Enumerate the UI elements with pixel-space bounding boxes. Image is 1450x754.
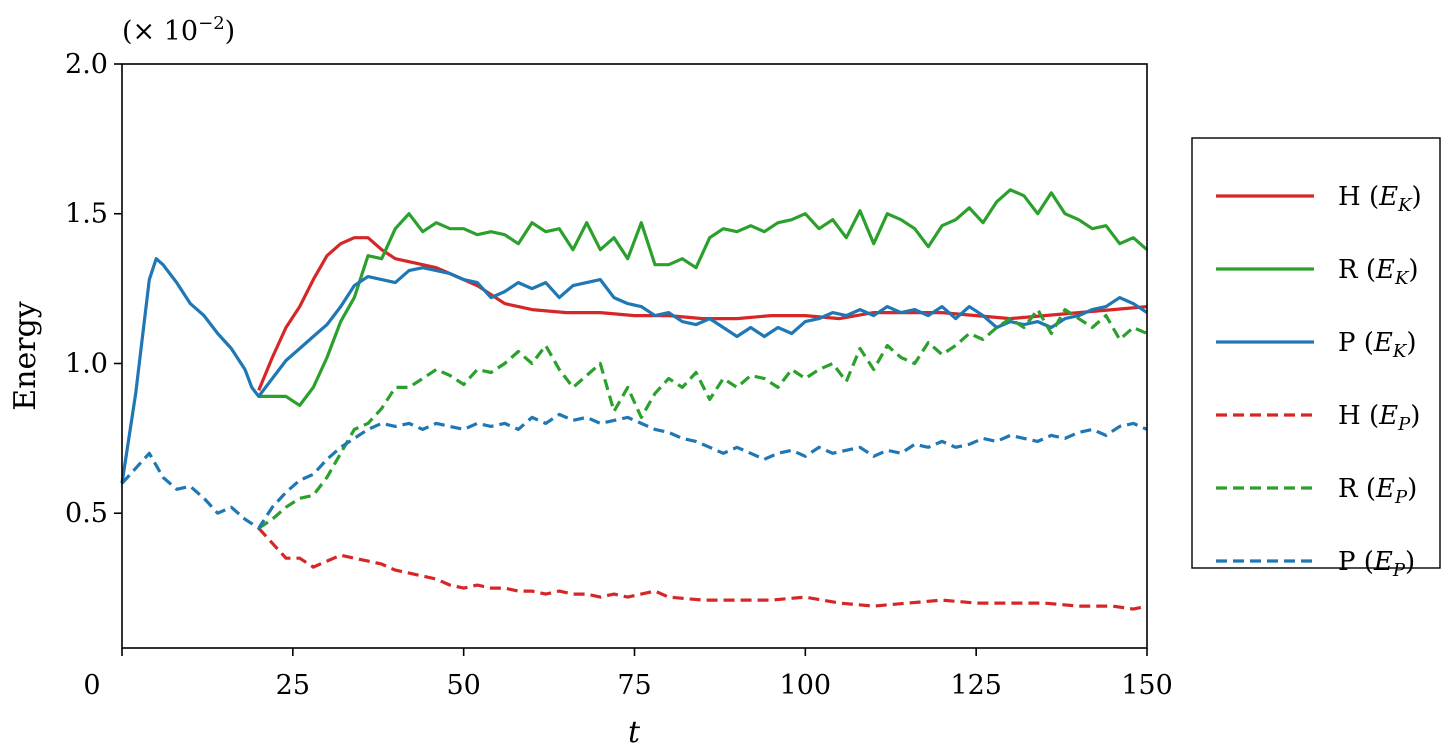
series-line-3: [257, 527, 1148, 611]
legend-label-5: P (EP): [1338, 547, 1415, 581]
plot-frame: [121, 63, 1148, 649]
legend-label-4: R (EP): [1338, 474, 1417, 508]
legend-label-1: R (EK): [1338, 255, 1419, 289]
x-tick-label: 100: [780, 670, 832, 701]
series-lines: [120, 188, 1149, 611]
x-tick-label: 75: [617, 670, 651, 701]
series-line-2: [120, 257, 1148, 484]
series-line-0: [257, 236, 1148, 392]
x-tick-label: 0: [83, 670, 100, 701]
x-axis-ticks: 0 25 50 75 100 125 150: [83, 648, 1173, 701]
legend: H (EK) R (EK) P (EK) H (EP) R (EP) P (EP): [1216, 182, 1422, 581]
series-line-4: [257, 308, 1148, 530]
x-tick-label: 125: [950, 670, 1002, 701]
y-multiplier-label: (× 10−2): [122, 13, 235, 47]
x-tick-label: 50: [446, 670, 480, 701]
y-tick-label: 0.5: [65, 498, 108, 529]
series-line-1: [258, 188, 1149, 407]
y-axis-label: Energy: [8, 301, 43, 411]
legend-label-0: H (EK): [1338, 182, 1422, 216]
y-axis-ticks: 0.5 1.0 1.5 2.0: [65, 49, 122, 529]
legend-label-3: H (EP): [1338, 401, 1420, 435]
legend-label-2: P (EK): [1338, 328, 1417, 362]
y-tick-label: 2.0: [65, 49, 108, 80]
x-tick-label: 25: [276, 670, 310, 701]
x-tick-label: 150: [1121, 670, 1173, 701]
legend-box: [1191, 137, 1441, 569]
series-line-5: [120, 412, 1148, 530]
y-tick-label: 1.5: [65, 199, 108, 230]
x-axis-label: t: [628, 715, 641, 750]
y-tick-label: 1.0: [65, 348, 108, 379]
